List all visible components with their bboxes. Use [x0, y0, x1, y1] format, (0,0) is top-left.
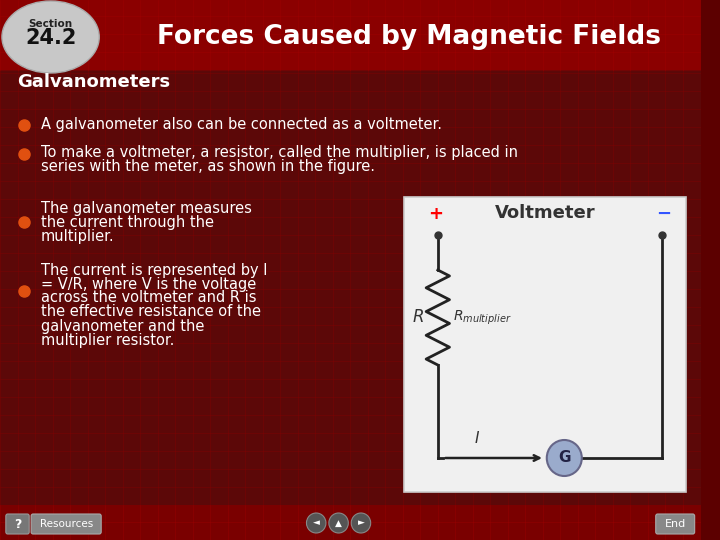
Text: The current is represented by I: The current is represented by I: [41, 262, 267, 278]
Text: Galvanometers: Galvanometers: [17, 73, 171, 91]
Ellipse shape: [2, 1, 99, 73]
Text: 24.2: 24.2: [25, 28, 76, 48]
Bar: [0, 505, 701, 540]
Text: galvanometer and the: galvanometer and the: [41, 319, 204, 334]
Text: −: −: [656, 205, 671, 223]
Text: A galvanometer also can be connected as a voltmeter.: A galvanometer also can be connected as …: [41, 118, 442, 132]
Circle shape: [351, 513, 371, 533]
Text: ►: ►: [358, 518, 364, 528]
Text: = V/R, where V is the voltage: = V/R, where V is the voltage: [41, 276, 256, 292]
Text: ◄: ◄: [312, 518, 320, 528]
Text: multiplier.: multiplier.: [41, 228, 114, 244]
Text: the effective resistance of the: the effective resistance of the: [41, 305, 261, 320]
Text: To make a voltmeter, a resistor, called the multiplier, is placed in: To make a voltmeter, a resistor, called …: [41, 145, 518, 159]
Text: End: End: [665, 519, 686, 529]
Text: $R_{multiplier}$: $R_{multiplier}$: [454, 308, 512, 327]
Text: ▲: ▲: [335, 518, 342, 528]
Text: the current through the: the current through the: [41, 214, 214, 230]
FancyBboxPatch shape: [404, 197, 686, 492]
Text: series with the meter, as shown in the figure.: series with the meter, as shown in the f…: [41, 159, 375, 173]
Bar: [0, 0, 701, 70]
Text: R: R: [413, 308, 424, 327]
FancyBboxPatch shape: [656, 514, 695, 534]
Text: Voltmeter: Voltmeter: [495, 204, 595, 222]
Circle shape: [307, 513, 326, 533]
Text: I: I: [474, 431, 479, 446]
Text: ?: ?: [14, 517, 21, 530]
Text: across the voltmeter and R is: across the voltmeter and R is: [41, 291, 256, 306]
Text: G: G: [558, 450, 570, 465]
Bar: [0, 40, 701, 505]
Circle shape: [329, 513, 348, 533]
Text: The galvanometer measures: The galvanometer measures: [41, 200, 252, 215]
Text: +: +: [428, 205, 444, 223]
Text: Resources: Resources: [40, 519, 93, 529]
Text: multiplier resistor.: multiplier resistor.: [41, 333, 174, 348]
Circle shape: [546, 440, 582, 476]
Text: Forces Caused by Magnetic Fields: Forces Caused by Magnetic Fields: [157, 24, 661, 50]
Text: Section: Section: [29, 19, 73, 29]
FancyBboxPatch shape: [31, 514, 102, 534]
FancyBboxPatch shape: [6, 514, 30, 534]
